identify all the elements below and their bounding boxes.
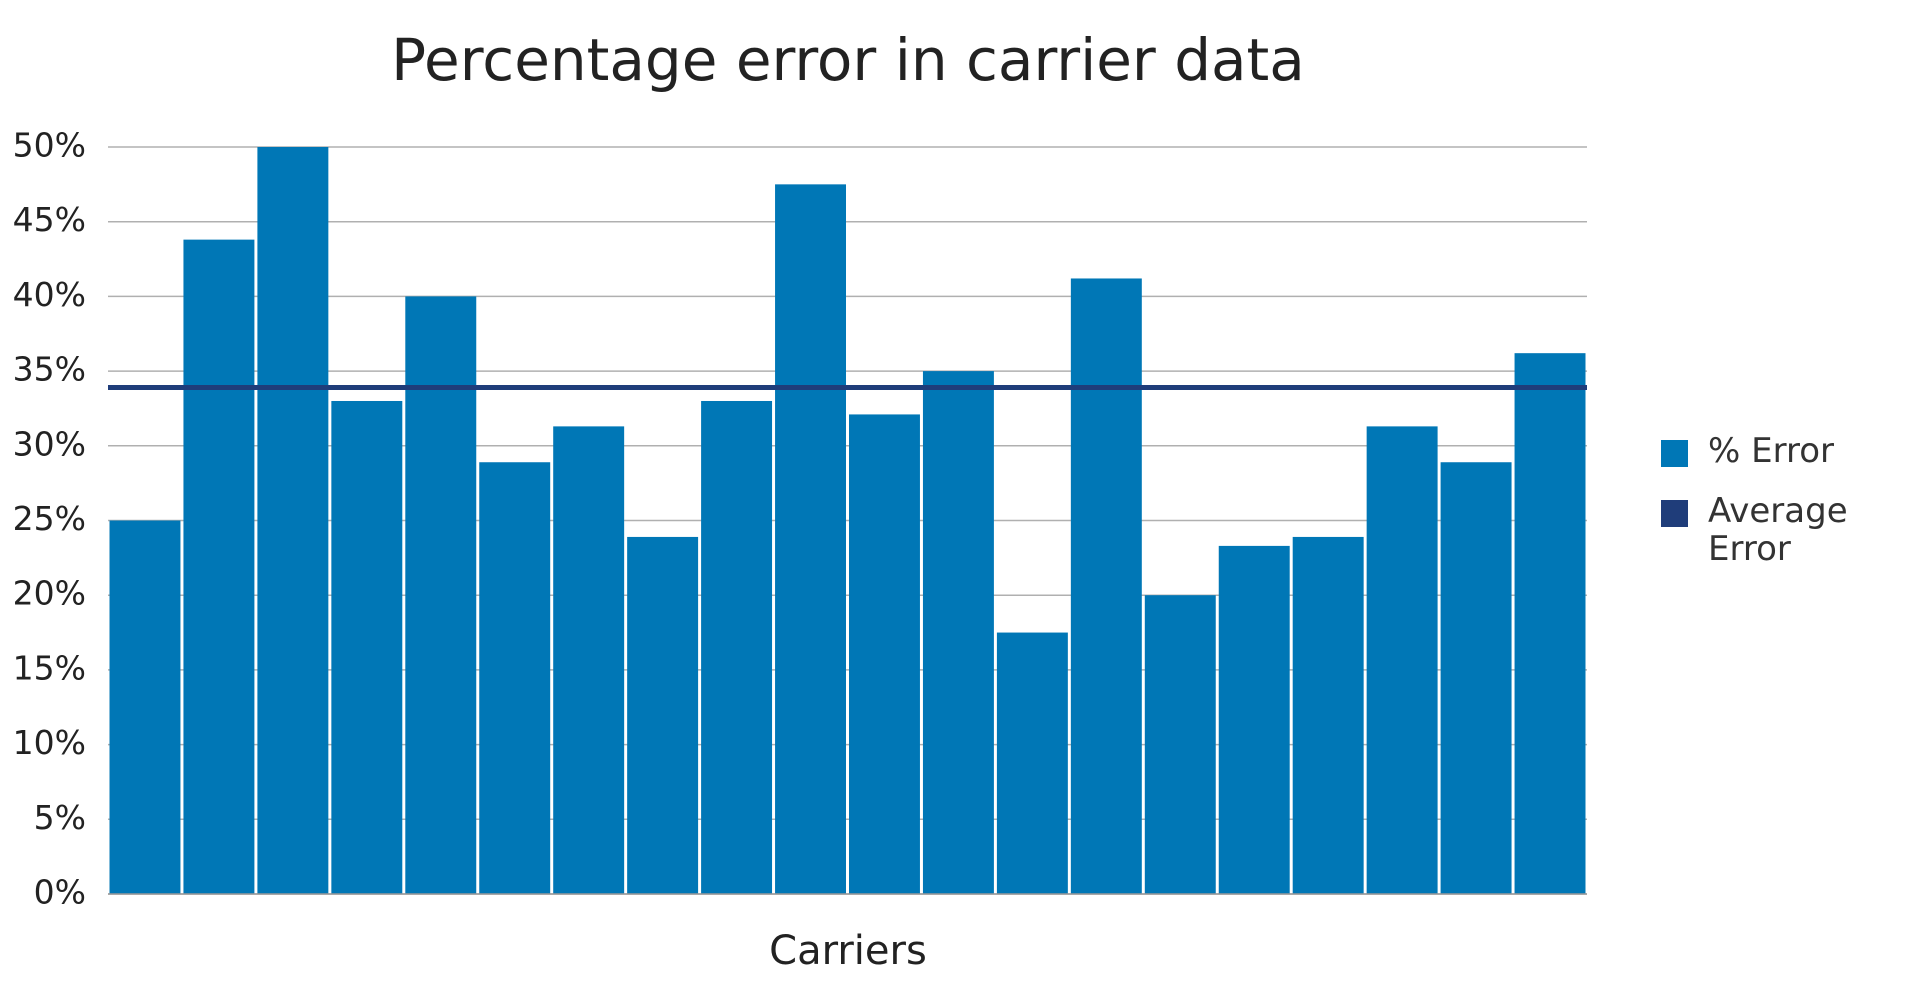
bar: [109, 520, 181, 894]
legend-item: % Error: [1661, 432, 1901, 470]
x-axis-label: Carriers: [769, 928, 927, 974]
bar: [627, 536, 699, 894]
bar: [405, 296, 477, 894]
bar: [701, 400, 773, 894]
bar: [1292, 536, 1364, 894]
bar: [479, 462, 551, 894]
bar: [775, 184, 846, 895]
y-tick-label: 0%: [34, 873, 86, 912]
bar: [553, 426, 625, 894]
bar: [1366, 426, 1438, 894]
legend-swatch: [1661, 440, 1688, 467]
y-tick-label: 35%: [13, 350, 86, 389]
y-tick-label: 50%: [13, 126, 86, 165]
y-tick-label: 5%: [34, 798, 86, 837]
y-tick-label: 15%: [13, 648, 86, 687]
grid: [108, 146, 1587, 895]
y-tick-label: 45%: [13, 200, 86, 239]
bar: [1218, 545, 1290, 894]
y-tick-label: 30%: [13, 424, 86, 463]
bar: [1440, 462, 1512, 894]
legend-swatch: [1661, 500, 1688, 527]
y-tick-label: 40%: [13, 275, 86, 314]
legend-item: Average Error: [1661, 492, 1901, 568]
y-tick-label: 20%: [13, 574, 86, 613]
bar: [1514, 353, 1586, 894]
bar: [183, 239, 255, 895]
legend: % Error Average Error: [1661, 432, 1901, 590]
legend-label: % Error: [1708, 431, 1834, 471]
bar: [996, 632, 1068, 894]
bar: [849, 414, 920, 894]
bar: [331, 400, 403, 894]
bar: [922, 371, 994, 895]
bar: [257, 147, 329, 894]
bar: [1070, 278, 1142, 894]
y-tick-label: 10%: [13, 723, 86, 762]
legend-label: Average Error: [1708, 491, 1848, 569]
y-tick-label: 25%: [13, 499, 86, 538]
chart-title: Percentage error in carrier data: [391, 26, 1305, 94]
bar: [1144, 595, 1216, 894]
